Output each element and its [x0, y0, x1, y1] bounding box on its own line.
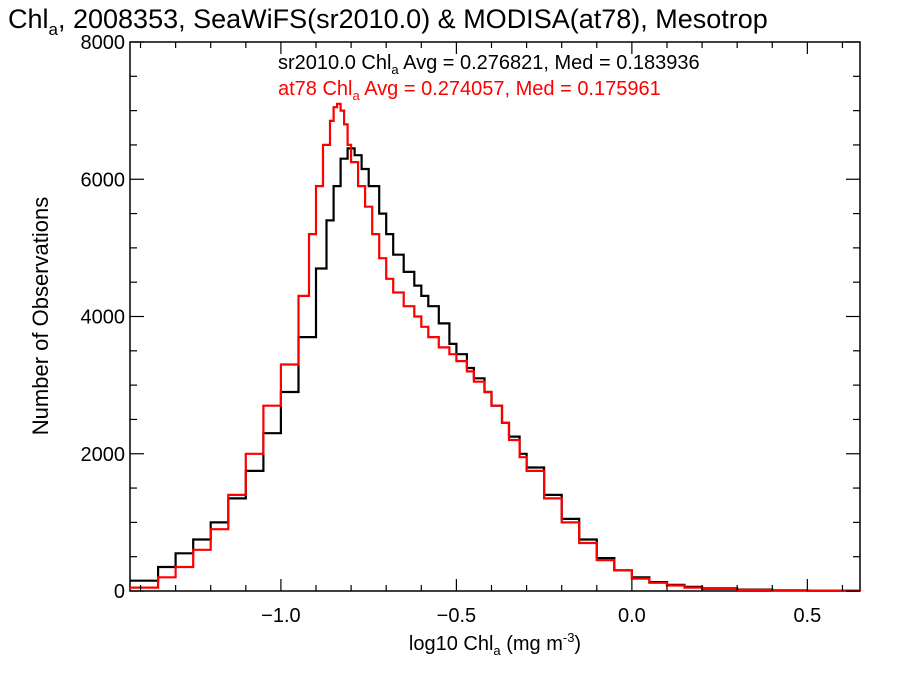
- xlabel-sup: -3: [563, 630, 575, 645]
- annotation-1-sub: a: [353, 88, 361, 103]
- annotation-0-sub: a: [391, 62, 399, 77]
- series-line-1: [130, 102, 862, 592]
- annotation-sr2010-stats: sr2010.0 Chla Avg = 0.276821, Med = 0.18…: [278, 52, 700, 77]
- y-tick-label: 8000: [81, 32, 126, 54]
- xlabel-mid: (mg m: [501, 633, 563, 655]
- title-subscript: a: [49, 20, 59, 39]
- x-tick-label: 0.5: [793, 605, 821, 627]
- y-tick-label: 0: [114, 581, 125, 603]
- annotation-1-pre: at78 Chl: [278, 78, 353, 100]
- y-axis-label: Number of Observations: [28, 197, 53, 435]
- annotation-1-post: Avg = 0.274057, Med = 0.175961: [360, 78, 661, 100]
- y-tick-label: 4000: [81, 307, 126, 329]
- annotation-0-post: Avg = 0.276821, Med = 0.183936: [399, 52, 700, 74]
- x-tick-label: −0.5: [437, 605, 476, 627]
- annotation-at78-stats: at78 Chla Avg = 0.274057, Med = 0.175961: [278, 78, 661, 103]
- series-group: [130, 102, 862, 592]
- chart-title: Chla, 2008353, SeaWiFS(sr2010.0) & MODIS…: [8, 4, 768, 39]
- title-chl: Chl: [8, 4, 49, 34]
- x-tick-label: 0.0: [618, 605, 646, 627]
- series-line-0: [130, 147, 862, 592]
- ticks-group: −1.0 −0.5 0.0 0.5 0 2000 4000 6000 8000: [81, 32, 860, 627]
- annotation-0-pre: sr2010.0 Chl: [278, 52, 391, 74]
- y-tick-label: 6000: [81, 169, 126, 191]
- xlabel-post: ): [574, 633, 581, 655]
- x-tick-label: −1.0: [261, 605, 300, 627]
- title-rest: , 2008353, SeaWiFS(sr2010.0) & MODISA(at…: [58, 4, 768, 34]
- y-tick-label: 2000: [81, 444, 126, 466]
- x-axis-label: log10 Chla (mg m-3): [409, 630, 581, 658]
- xlabel-sub: a: [493, 643, 501, 658]
- xlabel-pre: log10 Chl: [409, 633, 494, 655]
- plot-frame: [129, 41, 861, 592]
